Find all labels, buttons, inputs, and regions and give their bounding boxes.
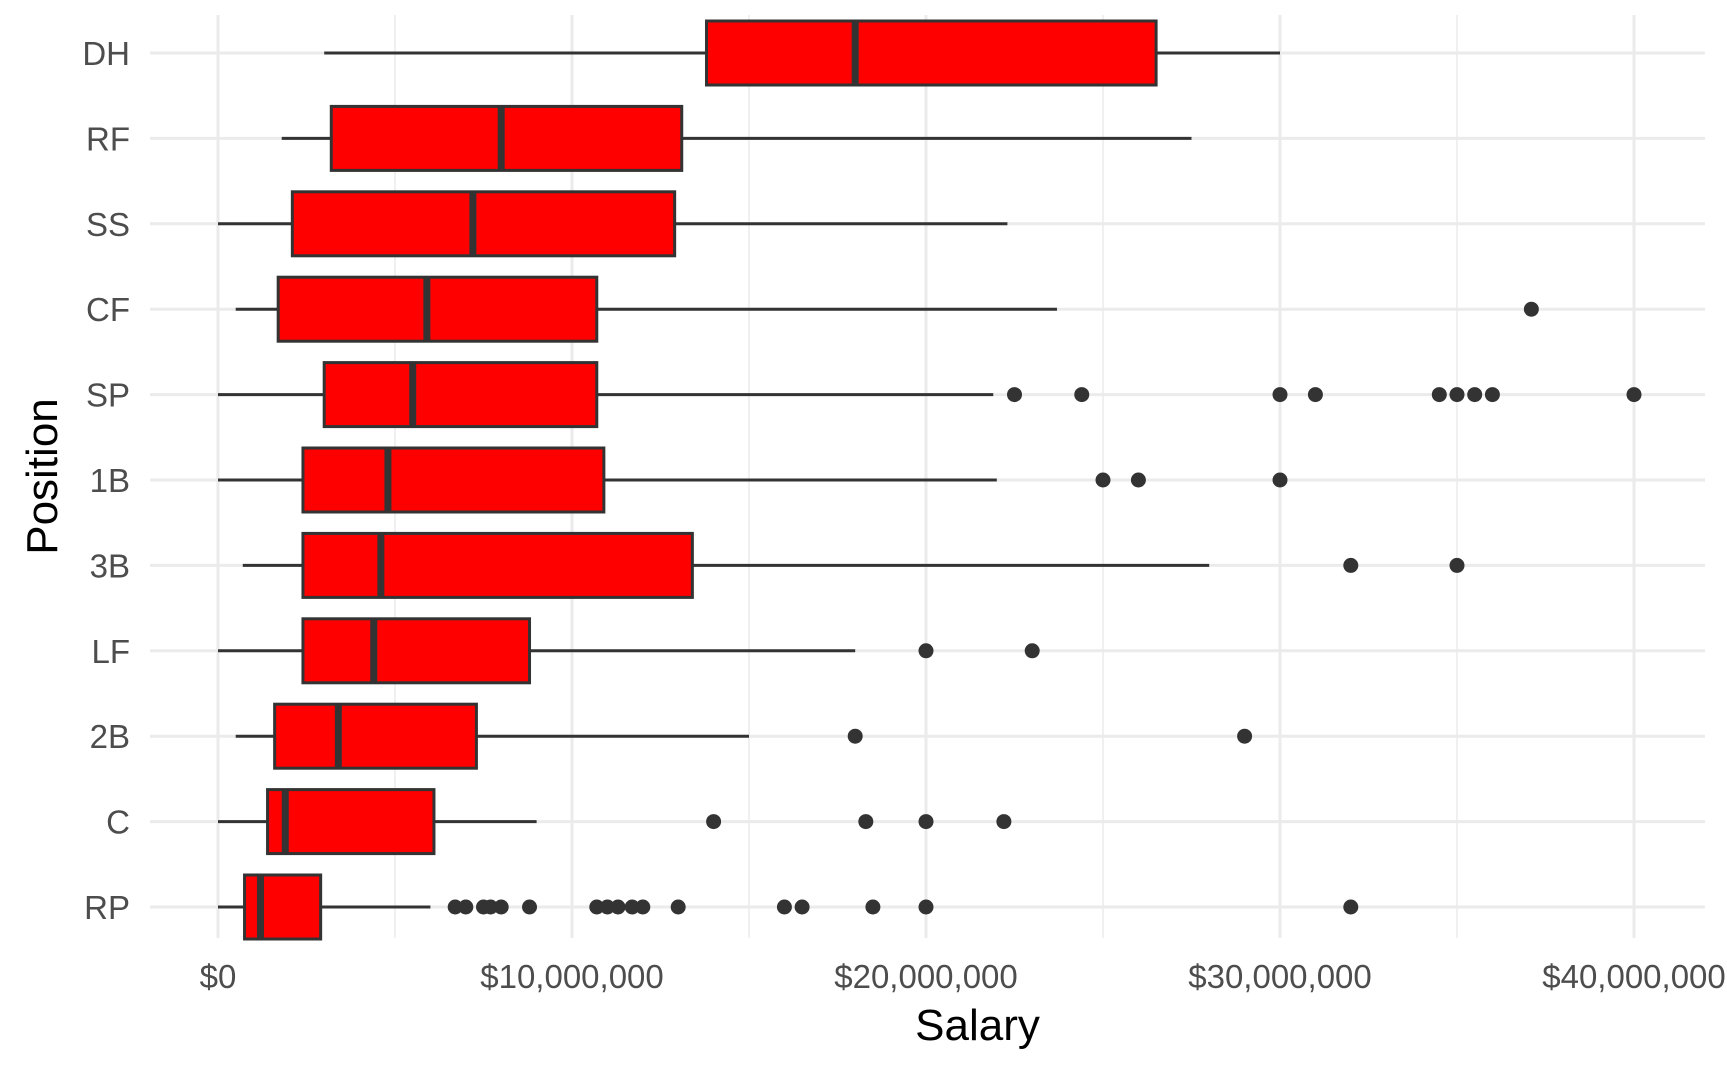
- outlier-point: [1343, 899, 1359, 915]
- y-tick-label: 1B: [90, 462, 130, 499]
- y-tick-label: RF: [86, 120, 130, 157]
- tick-labels: $0 $10,000,000 $20,000,000 $30,000,000 $40,0…: [82, 35, 1725, 995]
- outlier-point: [865, 899, 881, 915]
- outlier-point: [522, 899, 538, 915]
- y-tick-label: SS: [86, 206, 130, 243]
- outlier-point: [1449, 557, 1465, 573]
- outlier-point: [589, 899, 605, 915]
- box-lf: [218, 617, 1040, 685]
- y-tick-label: LF: [91, 633, 130, 670]
- x-tick-label: $20,000,000: [834, 958, 1018, 995]
- outlier-point: [858, 814, 874, 830]
- iqr-box: [266, 788, 436, 856]
- outlier-point: [458, 899, 474, 915]
- outlier-point: [670, 899, 686, 915]
- outlier-point: [483, 899, 499, 915]
- outlier-point: [635, 899, 651, 915]
- iqr-box: [329, 104, 684, 172]
- outlier-point: [624, 899, 640, 915]
- y-tick-label: C: [106, 804, 130, 841]
- box-rf: [281, 104, 1192, 172]
- outlier-point: [1431, 387, 1447, 403]
- y-tick-label: SP: [86, 377, 130, 414]
- iqr-box: [301, 531, 694, 599]
- outlier-point: [1449, 387, 1465, 403]
- outlier-point: [610, 899, 626, 915]
- outlier-point: [1095, 472, 1111, 488]
- outlier-point: [1024, 643, 1040, 659]
- box-sp: [218, 361, 1642, 429]
- boxes: [218, 19, 1642, 941]
- outlier-point: [776, 899, 792, 915]
- y-axis-title: Position: [18, 398, 67, 555]
- box-2b: [235, 702, 1253, 770]
- outlier-point: [918, 899, 934, 915]
- iqr-box: [322, 361, 599, 429]
- y-tick-label: RP: [84, 889, 130, 926]
- iqr-box: [705, 19, 1158, 87]
- outlier-point: [706, 814, 722, 830]
- outlier-point: [1074, 387, 1090, 403]
- box-rp: [218, 873, 1359, 941]
- outlier-point: [1007, 387, 1022, 403]
- iqr-box: [290, 190, 677, 258]
- x-tick-label: $10,000,000: [480, 958, 664, 995]
- outlier-point: [1523, 301, 1539, 317]
- outlier-point: [1343, 557, 1359, 573]
- y-tick-label: 2B: [90, 718, 130, 755]
- box-cf: [235, 275, 1539, 343]
- outlier-point: [996, 814, 1012, 830]
- outlier-point: [1307, 387, 1323, 403]
- box-1b: [218, 446, 1288, 514]
- x-tick-label: $40,000,000: [1542, 958, 1726, 995]
- iqr-box: [301, 617, 532, 685]
- outlier-point: [918, 814, 934, 830]
- box-ss: [218, 190, 1008, 258]
- outlier-point: [599, 899, 615, 915]
- iqr-box: [243, 873, 323, 941]
- outlier-point: [447, 899, 463, 915]
- y-tick-label: CF: [86, 291, 130, 328]
- iqr-box: [273, 702, 478, 770]
- outlier-point: [918, 643, 934, 659]
- x-tick-label: $30,000,000: [1188, 958, 1372, 995]
- outlier-point: [1626, 387, 1642, 403]
- box-3b: [242, 531, 1465, 599]
- outlier-point: [1237, 728, 1253, 744]
- outlier-point: [1272, 387, 1288, 403]
- outlier-point: [1130, 472, 1146, 488]
- x-axis-title: Salary: [915, 1001, 1040, 1050]
- iqr-box: [301, 446, 606, 514]
- y-tick-label: 3B: [90, 547, 130, 584]
- outlier-point: [493, 899, 509, 915]
- outlier-point: [1484, 387, 1500, 403]
- x-tick-label: $0: [200, 958, 237, 995]
- box-dh: [324, 19, 1280, 87]
- outlier-point: [1272, 472, 1288, 488]
- outlier-point: [794, 899, 810, 915]
- outlier-point: [847, 728, 863, 744]
- iqr-box: [276, 275, 599, 343]
- box-c: [218, 788, 1012, 856]
- outlier-point: [1467, 387, 1483, 403]
- y-tick-label: DH: [82, 35, 130, 72]
